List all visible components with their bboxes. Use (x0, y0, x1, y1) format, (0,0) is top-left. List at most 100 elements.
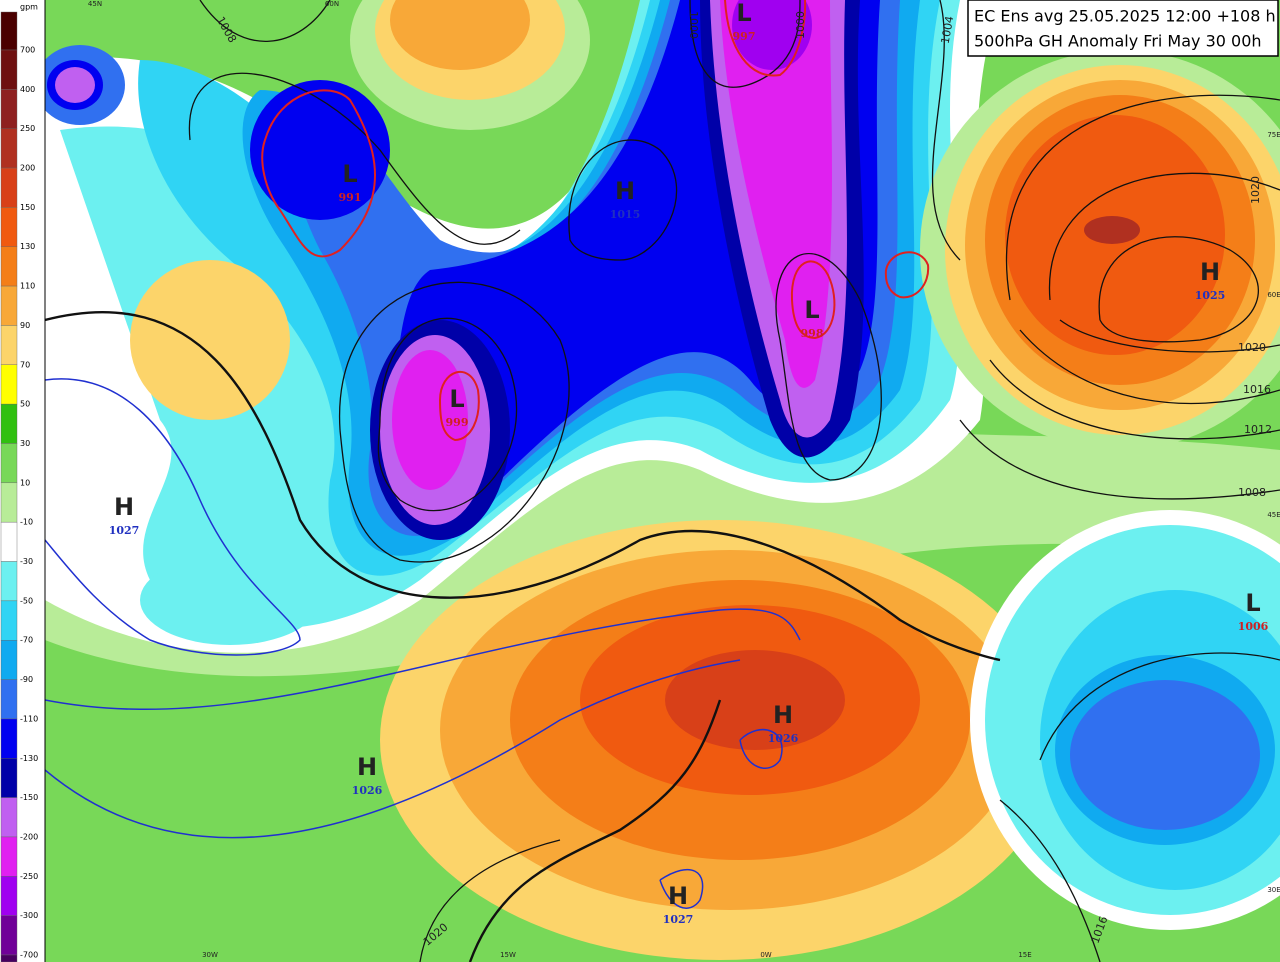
colorbar-label: 50 (20, 400, 30, 409)
center-pressure: 999 (446, 416, 469, 429)
center-symbol: H (668, 882, 688, 910)
field-magenta (392, 350, 468, 490)
reference-contour (45, 378, 301, 656)
colorbar-label: 70 (20, 360, 30, 369)
low-contour (790, 260, 836, 340)
isobar-label: 1012 (1244, 423, 1272, 436)
isobar (989, 359, 1280, 440)
center-pressure: 1026 (352, 784, 383, 797)
field-magenta (720, 0, 832, 388)
center-symbol: H (773, 701, 793, 729)
colorbar-label: -200 (20, 832, 38, 841)
center-pressure: 997 (733, 30, 756, 43)
colorbar-swatch (0, 246, 18, 287)
colorbar-swatch (0, 128, 18, 169)
isobar (999, 799, 1101, 962)
colorbar-swatch (0, 836, 18, 877)
isobar (1098, 236, 1259, 343)
graticule-label: 30E (1267, 886, 1280, 894)
isobar-label: 1020 (1238, 341, 1266, 354)
colorbar-label: -70 (20, 636, 33, 645)
center-pressure: 998 (801, 327, 824, 340)
graticule-label: 60E (1267, 291, 1280, 299)
colorbar-swatch (0, 403, 18, 444)
isobar (775, 253, 882, 481)
isobar (377, 317, 517, 512)
center-symbol: L (1245, 589, 1260, 617)
colorbar-label: -150 (20, 793, 38, 802)
colorbar-label: 250 (20, 124, 35, 133)
isobar-label: 1000 (687, 11, 700, 39)
colorbar-label: 130 (20, 242, 35, 251)
reference-contour (659, 869, 704, 909)
colorbar-swatch (0, 325, 18, 365)
colorbar-swatch (0, 679, 18, 720)
colorbar-swatch (0, 876, 18, 916)
graticule-label: 15W (500, 951, 516, 959)
center-symbol: H (114, 493, 134, 521)
center-symbol: H (1200, 258, 1220, 286)
low-contour (439, 370, 480, 442)
colorbar-label: -90 (20, 675, 33, 684)
colorbar-swatch (0, 364, 18, 405)
graticule-label: 75E (1267, 131, 1280, 139)
colorbar-label: -110 (20, 714, 38, 723)
isobar (931, 0, 961, 261)
colorbar-label: -50 (20, 596, 33, 605)
colorbar-swatch (0, 167, 18, 208)
field-purple (732, 0, 812, 70)
center-symbol: H (615, 177, 635, 205)
colorbar-label: 700 (20, 46, 35, 55)
colorbar-label: 400 (20, 85, 35, 94)
colorbar-swatch (0, 954, 18, 962)
isobar-label: 1016 (1243, 383, 1271, 396)
colorbar-swatch (0, 640, 18, 680)
colorbar-swatch (0, 915, 18, 956)
title-background (967, 0, 1279, 57)
colorbar-label: -130 (20, 754, 38, 763)
graticule-label: 0W (760, 951, 771, 959)
field-deep-blue (250, 80, 390, 220)
reference-contour (45, 659, 741, 839)
colorbar: gpm 700 400 250 200 150 130 110 90 70 50 30 10 -10 -30… (0, 0, 46, 962)
graticule-label: 60N (325, 0, 339, 8)
colorbar-label: -300 (20, 911, 38, 920)
center-pressure: 1015 (610, 208, 641, 221)
colorbar-label: 110 (20, 282, 35, 291)
graticule-label: 45N (88, 0, 102, 8)
isobar-label: 1000 (794, 11, 807, 39)
colorbar-label: 90 (20, 321, 30, 330)
center-symbol: H (357, 753, 377, 781)
graticule-label: 45E (1267, 511, 1280, 519)
colorbar-label: -700 (20, 951, 38, 960)
anomaly-field (45, 0, 1280, 962)
field-yellow (130, 260, 290, 420)
colorbar-swatch (0, 758, 18, 798)
field-blue (1070, 680, 1260, 830)
isobar (339, 281, 570, 563)
center-symbol: L (449, 385, 464, 413)
isobar (1005, 94, 1280, 301)
colorbar-label: 10 (20, 478, 30, 487)
isobar (199, 0, 331, 42)
low-contour (724, 0, 807, 77)
isobar-label: 1004 (939, 15, 957, 45)
colorbar-swatch (0, 482, 18, 523)
colorbar-swatch (0, 89, 18, 129)
field-cyan (140, 555, 320, 645)
center-symbol: L (736, 0, 751, 27)
isobar (689, 0, 801, 88)
center-symbol: L (342, 160, 357, 188)
colorbar-swatch (0, 797, 18, 838)
center-pressure: 1027 (663, 913, 694, 926)
colorbar-swatch (0, 561, 18, 602)
graticule-label: 30W (202, 951, 218, 959)
center-pressure: 991 (339, 191, 362, 204)
isobar (1048, 172, 1280, 301)
colorbar-label: 200 (20, 164, 35, 173)
colorbar-label: 150 (20, 203, 35, 212)
colorbar-label: 30 (20, 439, 30, 448)
colorbar-swatch (0, 49, 18, 90)
center-symbol: L (804, 296, 819, 324)
title-line: 500hPa GH Anomaly Fri May 30 00h (974, 32, 1262, 51)
